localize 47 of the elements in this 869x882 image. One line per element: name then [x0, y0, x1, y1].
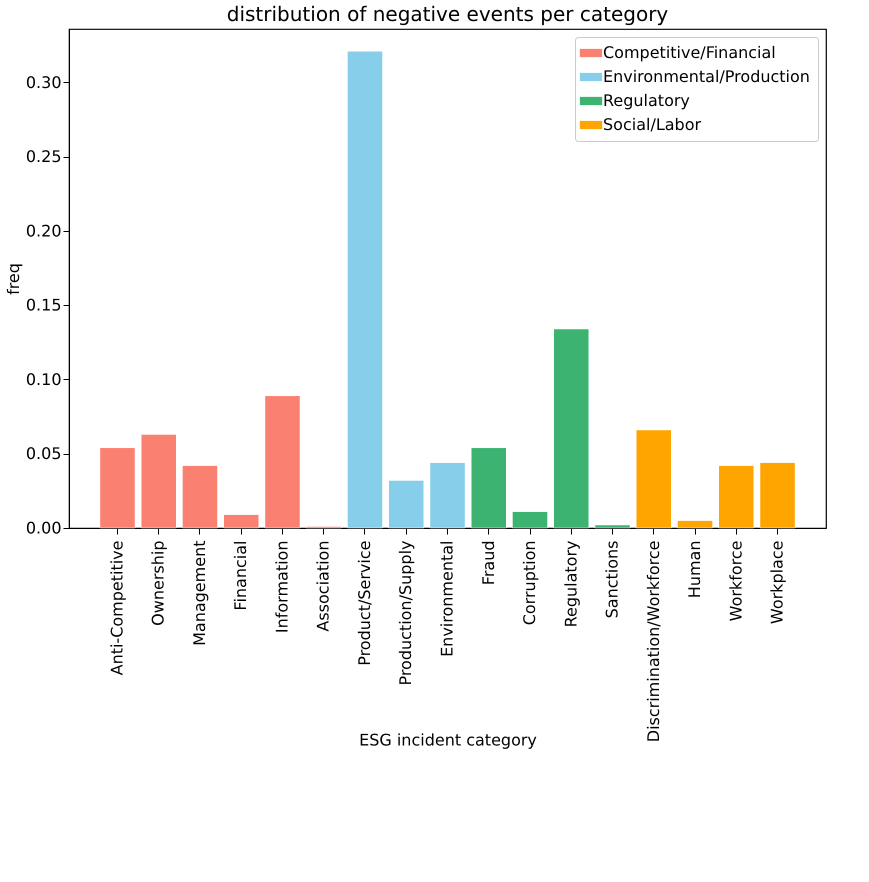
y-tick-label: 0.10 [26, 370, 62, 389]
y-tick-label: 0.05 [26, 444, 62, 464]
x-tick-label: Discrimination/Workforce [644, 540, 663, 742]
x-tick-label: Fraud [478, 540, 498, 586]
x-tick-label: Financial [231, 540, 250, 611]
bar [430, 462, 466, 528]
y-tick-label: 0.20 [26, 221, 62, 240]
y-tick-label: 0.15 [26, 296, 62, 315]
bar [470, 448, 507, 528]
x-tick-label: Workplace [768, 540, 787, 624]
bar [140, 434, 177, 528]
bar [100, 448, 136, 528]
bar [264, 396, 300, 528]
bar [594, 524, 630, 528]
bar [388, 480, 424, 528]
bar [677, 520, 713, 528]
bar [553, 328, 590, 528]
bar [223, 514, 260, 528]
legend-label: Environmental/Production [603, 67, 810, 86]
x-tick-label: Human [685, 540, 704, 598]
bar [512, 511, 548, 528]
x-tick-label: Corruption [520, 540, 540, 626]
y-tick-label: 0.30 [26, 72, 62, 92]
x-tick-label: Anti-Competitive [107, 540, 126, 676]
y-tick-label: 0.00 [26, 518, 62, 538]
bar [718, 465, 754, 528]
x-tick-label: Information [272, 540, 292, 634]
bar [760, 462, 796, 528]
legend-label: Social/Labor [603, 115, 702, 134]
bar [347, 51, 383, 528]
x-tick-label: Association [314, 540, 333, 632]
bar [636, 430, 672, 528]
chart-title: distribution of negative events per category [226, 2, 668, 26]
bar [182, 465, 218, 528]
legend-label: Regulatory [603, 91, 690, 110]
x-tick-label: Regulatory [561, 540, 580, 628]
x-tick-label: Workforce [726, 540, 746, 622]
x-tick-label: Production/Supply [396, 540, 416, 686]
x-tick-label: Environmental [438, 540, 456, 657]
x-tick-label: Product/Service [354, 540, 374, 666]
x-tick-label: Ownership [148, 540, 168, 626]
y-axis-title: freq [4, 263, 23, 295]
x-axis-title: ESG incident category [359, 730, 537, 750]
legend-label: Competitive/Financial [603, 43, 776, 62]
x-tick-label: Sanctions [602, 540, 622, 618]
x-tick-label: Management [190, 540, 209, 646]
y-tick-label: 0.25 [26, 147, 62, 166]
